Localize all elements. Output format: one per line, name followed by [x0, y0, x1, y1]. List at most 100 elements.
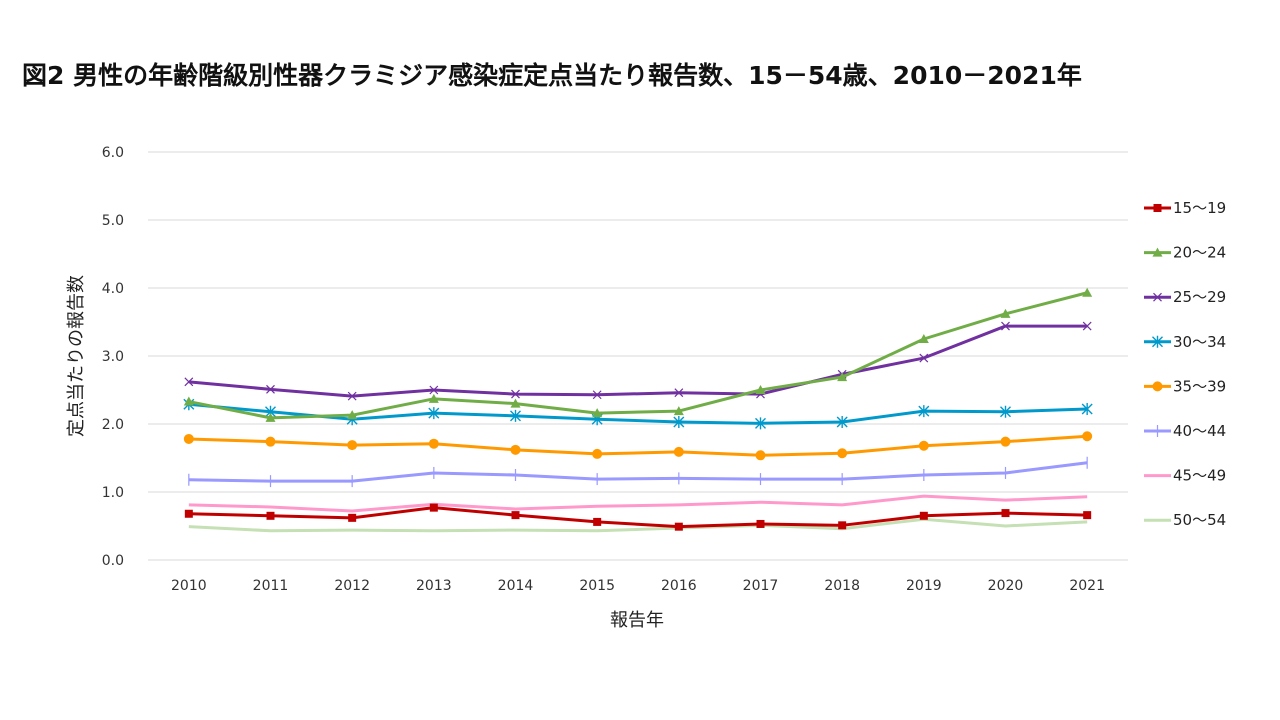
data-point — [592, 390, 602, 400]
marker-triangle — [592, 408, 603, 418]
series-line — [188, 506, 1088, 529]
data-point — [918, 440, 929, 451]
x-tick-label: 2020 — [988, 578, 1024, 594]
data-point — [266, 511, 275, 520]
data-point — [837, 448, 848, 459]
gridlines — [148, 151, 1128, 561]
y-axis-title: 定点当たりの報告数 — [66, 275, 87, 437]
data-point — [919, 353, 929, 363]
marker-triangle — [428, 393, 439, 403]
data-point — [428, 438, 439, 449]
marker-square — [429, 503, 438, 512]
marker-circle — [755, 450, 766, 461]
marker-star — [1000, 405, 1011, 418]
marker-square — [1083, 511, 1092, 520]
x-tick-label: 2016 — [661, 578, 697, 594]
marker-triangle — [183, 396, 194, 406]
legend-label: 35～39 — [1173, 377, 1226, 395]
legend-item: 20～24 — [1144, 244, 1226, 262]
data-point — [1082, 321, 1092, 331]
x-tick-label: 2014 — [498, 578, 534, 594]
y-tick-label: 6.0 — [102, 145, 124, 161]
data-point — [836, 415, 848, 428]
x-tick-label: 2010 — [171, 578, 207, 594]
marker-star — [1081, 403, 1093, 416]
series-25～29 — [184, 321, 1092, 401]
data-point — [755, 385, 766, 394]
marker-circle — [1082, 431, 1093, 442]
y-tick-label: 0.0 — [102, 553, 124, 569]
marker-square — [593, 517, 602, 526]
marker-square — [266, 511, 275, 520]
series-lines — [183, 287, 1093, 533]
series-15～19 — [184, 503, 1092, 531]
data-point — [756, 519, 765, 528]
data-point — [511, 389, 520, 399]
marker-star — [918, 405, 930, 418]
legend-label: 15～19 — [1173, 199, 1226, 217]
data-point — [918, 405, 930, 418]
marker-circle — [837, 448, 848, 459]
marker-x — [1153, 292, 1162, 302]
marker-x — [1001, 321, 1010, 331]
marker-triangle — [837, 372, 848, 382]
marker-square — [674, 522, 683, 531]
data-point — [673, 415, 685, 428]
marker-circle — [918, 440, 929, 451]
data-point — [511, 511, 520, 520]
marker-circle — [673, 446, 684, 457]
legend-label: 45～49 — [1173, 467, 1226, 485]
marker-circle — [592, 448, 603, 459]
data-point — [919, 511, 928, 520]
marker-circle — [428, 438, 439, 449]
marker-x — [919, 353, 929, 363]
data-point — [1081, 403, 1093, 416]
legend-label: 50～54 — [1173, 511, 1226, 529]
data-point — [1082, 431, 1093, 442]
series-40～44 — [188, 456, 1088, 488]
data-point — [1083, 511, 1092, 520]
data-point — [755, 450, 766, 461]
marker-triangle — [1152, 247, 1163, 257]
data-point — [674, 522, 683, 531]
legend-item: 25～29 — [1144, 288, 1226, 306]
marker-x — [347, 391, 357, 401]
legend-label: 25～29 — [1173, 288, 1226, 306]
data-point — [265, 412, 276, 422]
legend-item: 45～49 — [1144, 467, 1226, 485]
series-30～34 — [183, 398, 1093, 430]
marker-star — [755, 417, 766, 430]
data-point — [347, 410, 358, 420]
series-line — [188, 402, 1088, 425]
x-tick-label: 2011 — [253, 578, 289, 594]
data-point — [592, 408, 603, 418]
marker-triangle — [1000, 308, 1011, 318]
marker-square — [184, 509, 193, 518]
series-line — [188, 324, 1088, 398]
data-point — [1000, 405, 1011, 418]
marker-triangle — [1082, 287, 1093, 297]
x-axis-ticks: 2010 2011 2012 2013 2014 2015 2016 2017 2018 2019… — [171, 578, 1105, 594]
marker-star — [1152, 335, 1163, 348]
data-point — [755, 417, 766, 430]
series-50～54 — [188, 517, 1088, 533]
marker-x — [429, 385, 439, 395]
marker-triangle — [265, 412, 276, 422]
series-35～39 — [183, 431, 1093, 461]
marker-triangle — [918, 334, 929, 343]
marker-square — [756, 519, 765, 528]
data-point — [673, 446, 684, 457]
marker-square — [1153, 204, 1162, 212]
x-tick-label: 2012 — [334, 578, 370, 594]
legend-label: 30～34 — [1173, 333, 1226, 351]
chart-title: 図2 男性の年齢階級別性器クラミジア感染症定点当たり報告数、15－54歳、201… — [22, 61, 1082, 90]
marker-circle — [1000, 436, 1011, 447]
legend-item: 30～34 — [1144, 333, 1226, 351]
series-line — [188, 494, 1088, 513]
data-point — [429, 503, 438, 512]
marker-x — [674, 388, 684, 398]
data-point — [347, 440, 358, 451]
data-point — [510, 398, 521, 408]
x-axis-title: 報告年 — [610, 610, 664, 631]
